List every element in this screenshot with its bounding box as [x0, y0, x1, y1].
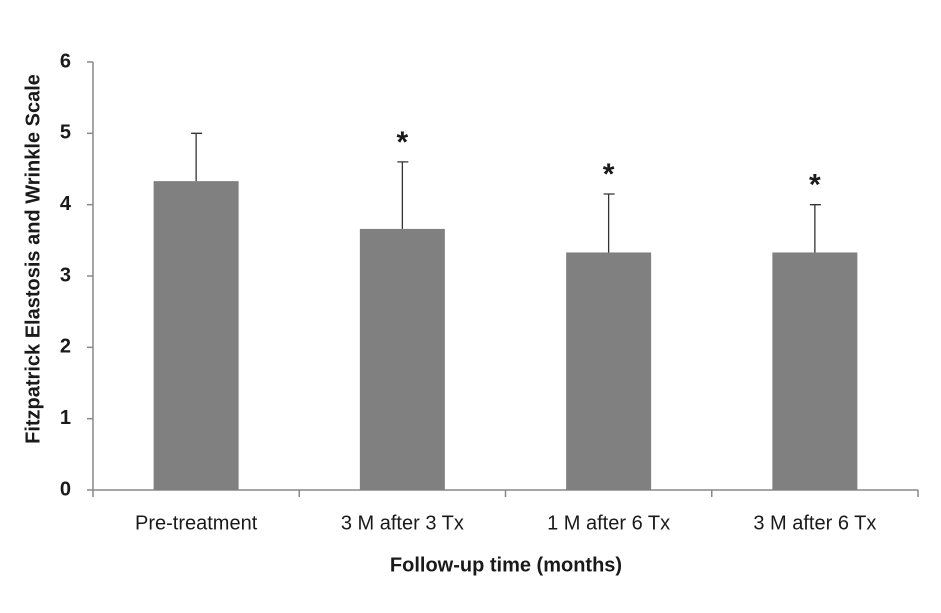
y-tick-label: 6: [60, 50, 71, 72]
error-bar: [397, 161, 409, 229]
error-bar: [603, 193, 615, 253]
y-tick-label: 0: [60, 478, 71, 500]
x-tick-label: 1 M after 6 Tx: [547, 512, 670, 534]
y-axis-label: Fitzpatrick Elastosis and Wrinkle Scale: [22, 74, 44, 444]
significance-marker: *: [809, 169, 821, 202]
x-axis-label: Follow-up time (months): [390, 554, 622, 576]
y-tick-label: 5: [60, 122, 71, 144]
x-tick-label: 3 M after 6 Tx: [753, 512, 876, 534]
y-tick-label: 3: [60, 264, 71, 286]
bar: [772, 252, 858, 490]
significance-marker: *: [397, 126, 409, 159]
bar: [566, 252, 652, 490]
y-tick-label: 2: [60, 336, 71, 358]
x-tick-label: Pre-treatment: [135, 512, 258, 534]
x-tick-label: 3 M after 3 Tx: [341, 512, 464, 534]
bar: [359, 228, 445, 491]
significance-marker: *: [603, 158, 615, 191]
y-tick-label: 4: [60, 193, 72, 215]
bar: [153, 181, 239, 491]
y-tick-label: 1: [60, 407, 71, 429]
error-bar: [809, 204, 821, 253]
error-bar: [191, 132, 203, 182]
